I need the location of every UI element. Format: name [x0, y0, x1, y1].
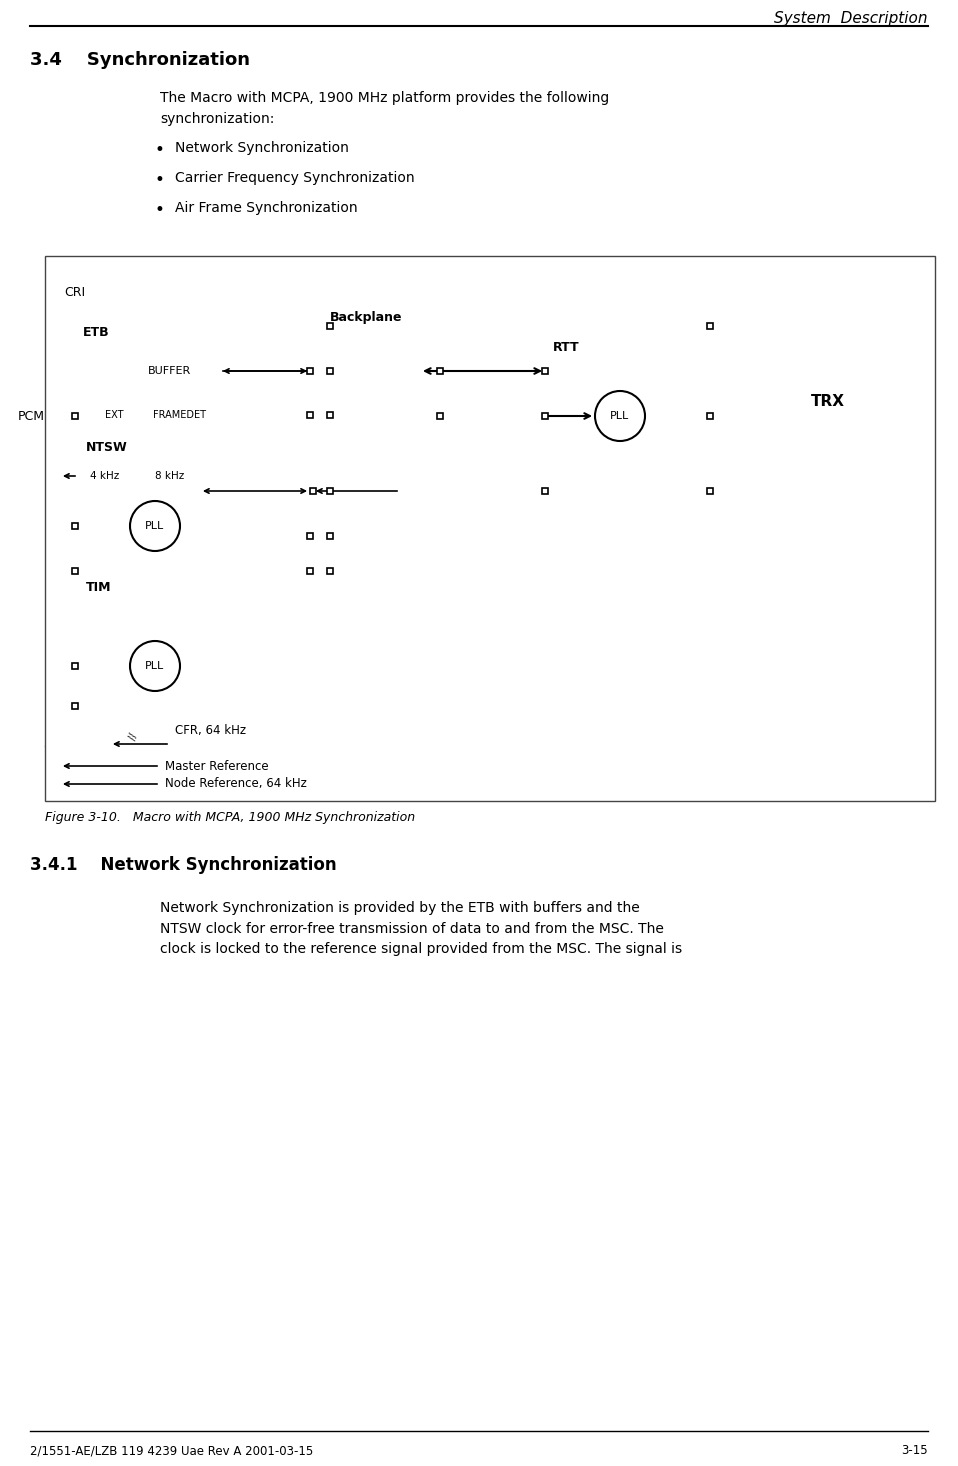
- Text: CRI: CRI: [64, 286, 85, 299]
- Text: TRX: TRX: [810, 393, 845, 409]
- Text: 3-15: 3-15: [901, 1444, 928, 1457]
- Text: Carrier Frequency Synchronization: Carrier Frequency Synchronization: [175, 172, 415, 185]
- Text: RTT: RTT: [553, 342, 580, 353]
- Bar: [130, 468, 152, 484]
- Text: ETB: ETB: [83, 325, 109, 339]
- Bar: [307, 534, 313, 539]
- Bar: [327, 368, 333, 374]
- Text: 3.4    Synchronization: 3.4 Synchronization: [30, 51, 250, 69]
- Bar: [437, 413, 443, 419]
- Text: Figure 3-10.   Macro with MCPA, 1900 MHz Synchronization: Figure 3-10. Macro with MCPA, 1900 MHz S…: [45, 811, 415, 824]
- Bar: [72, 523, 78, 529]
- Bar: [78, 435, 313, 605]
- Text: PLL: PLL: [146, 520, 165, 531]
- Text: Master Reference: Master Reference: [165, 759, 268, 773]
- Bar: [72, 663, 78, 668]
- Bar: [745, 347, 757, 364]
- Text: The Macro with MCPA, 1900 MHz platform provides the following
synchronization:: The Macro with MCPA, 1900 MHz platform p…: [160, 91, 609, 126]
- Text: 4 kHz: 4 kHz: [90, 471, 119, 481]
- Text: PLL: PLL: [146, 661, 165, 671]
- Bar: [327, 412, 333, 418]
- Bar: [745, 378, 757, 394]
- Bar: [140, 402, 220, 428]
- Bar: [72, 704, 78, 710]
- Text: Air Frame Synchronization: Air Frame Synchronization: [175, 201, 357, 216]
- Circle shape: [130, 641, 180, 690]
- Text: 2/1551-AE/LZB 119 4239 Uae Rev A 2001-03-15: 2/1551-AE/LZB 119 4239 Uae Rev A 2001-03…: [30, 1444, 313, 1457]
- Text: EXT: EXT: [104, 410, 124, 419]
- Text: Backplane: Backplane: [330, 311, 402, 324]
- Bar: [310, 488, 316, 494]
- Bar: [545, 336, 710, 466]
- Text: Network Synchronization: Network Synchronization: [175, 141, 349, 155]
- Bar: [750, 325, 905, 476]
- Text: Node Reference, 64 kHz: Node Reference, 64 kHz: [165, 777, 307, 790]
- Text: 8 kHz: 8 kHz: [155, 471, 184, 481]
- Bar: [745, 438, 757, 454]
- Bar: [707, 488, 713, 494]
- Bar: [437, 368, 443, 374]
- Text: BUFFER: BUFFER: [148, 366, 192, 375]
- Text: //: //: [127, 732, 139, 740]
- Bar: [327, 488, 333, 494]
- Text: CFR, 64 kHz: CFR, 64 kHz: [175, 724, 246, 737]
- Bar: [530, 286, 730, 676]
- Bar: [95, 402, 133, 428]
- Bar: [327, 323, 333, 328]
- Text: 3.4.1    Network Synchronization: 3.4.1 Network Synchronization: [30, 856, 336, 874]
- Bar: [307, 412, 313, 418]
- Bar: [707, 413, 713, 419]
- Bar: [745, 408, 757, 424]
- Bar: [58, 281, 718, 611]
- Text: PCM: PCM: [18, 409, 45, 422]
- Bar: [327, 567, 333, 575]
- Text: •: •: [155, 141, 165, 158]
- Bar: [78, 576, 278, 726]
- Bar: [542, 488, 548, 494]
- Bar: [307, 567, 313, 575]
- Text: System  Description: System Description: [774, 12, 928, 26]
- Bar: [327, 534, 333, 539]
- Text: NTSW: NTSW: [86, 441, 127, 454]
- Bar: [120, 356, 220, 386]
- Text: TIM: TIM: [86, 581, 111, 594]
- Circle shape: [595, 391, 645, 441]
- Bar: [307, 368, 313, 374]
- Text: FRAMEDET: FRAMEDET: [153, 410, 207, 419]
- Bar: [542, 368, 548, 374]
- Circle shape: [130, 501, 180, 551]
- Text: PLL: PLL: [610, 410, 629, 421]
- Text: Network Synchronization is provided by the ETB with buffers and the
NTSW clock f: Network Synchronization is provided by t…: [160, 902, 682, 956]
- Bar: [45, 257, 935, 800]
- Bar: [707, 323, 713, 328]
- Bar: [542, 413, 548, 419]
- Text: •: •: [155, 201, 165, 218]
- Bar: [72, 567, 78, 575]
- Bar: [75, 321, 290, 491]
- Text: •: •: [155, 172, 165, 189]
- Bar: [72, 413, 78, 419]
